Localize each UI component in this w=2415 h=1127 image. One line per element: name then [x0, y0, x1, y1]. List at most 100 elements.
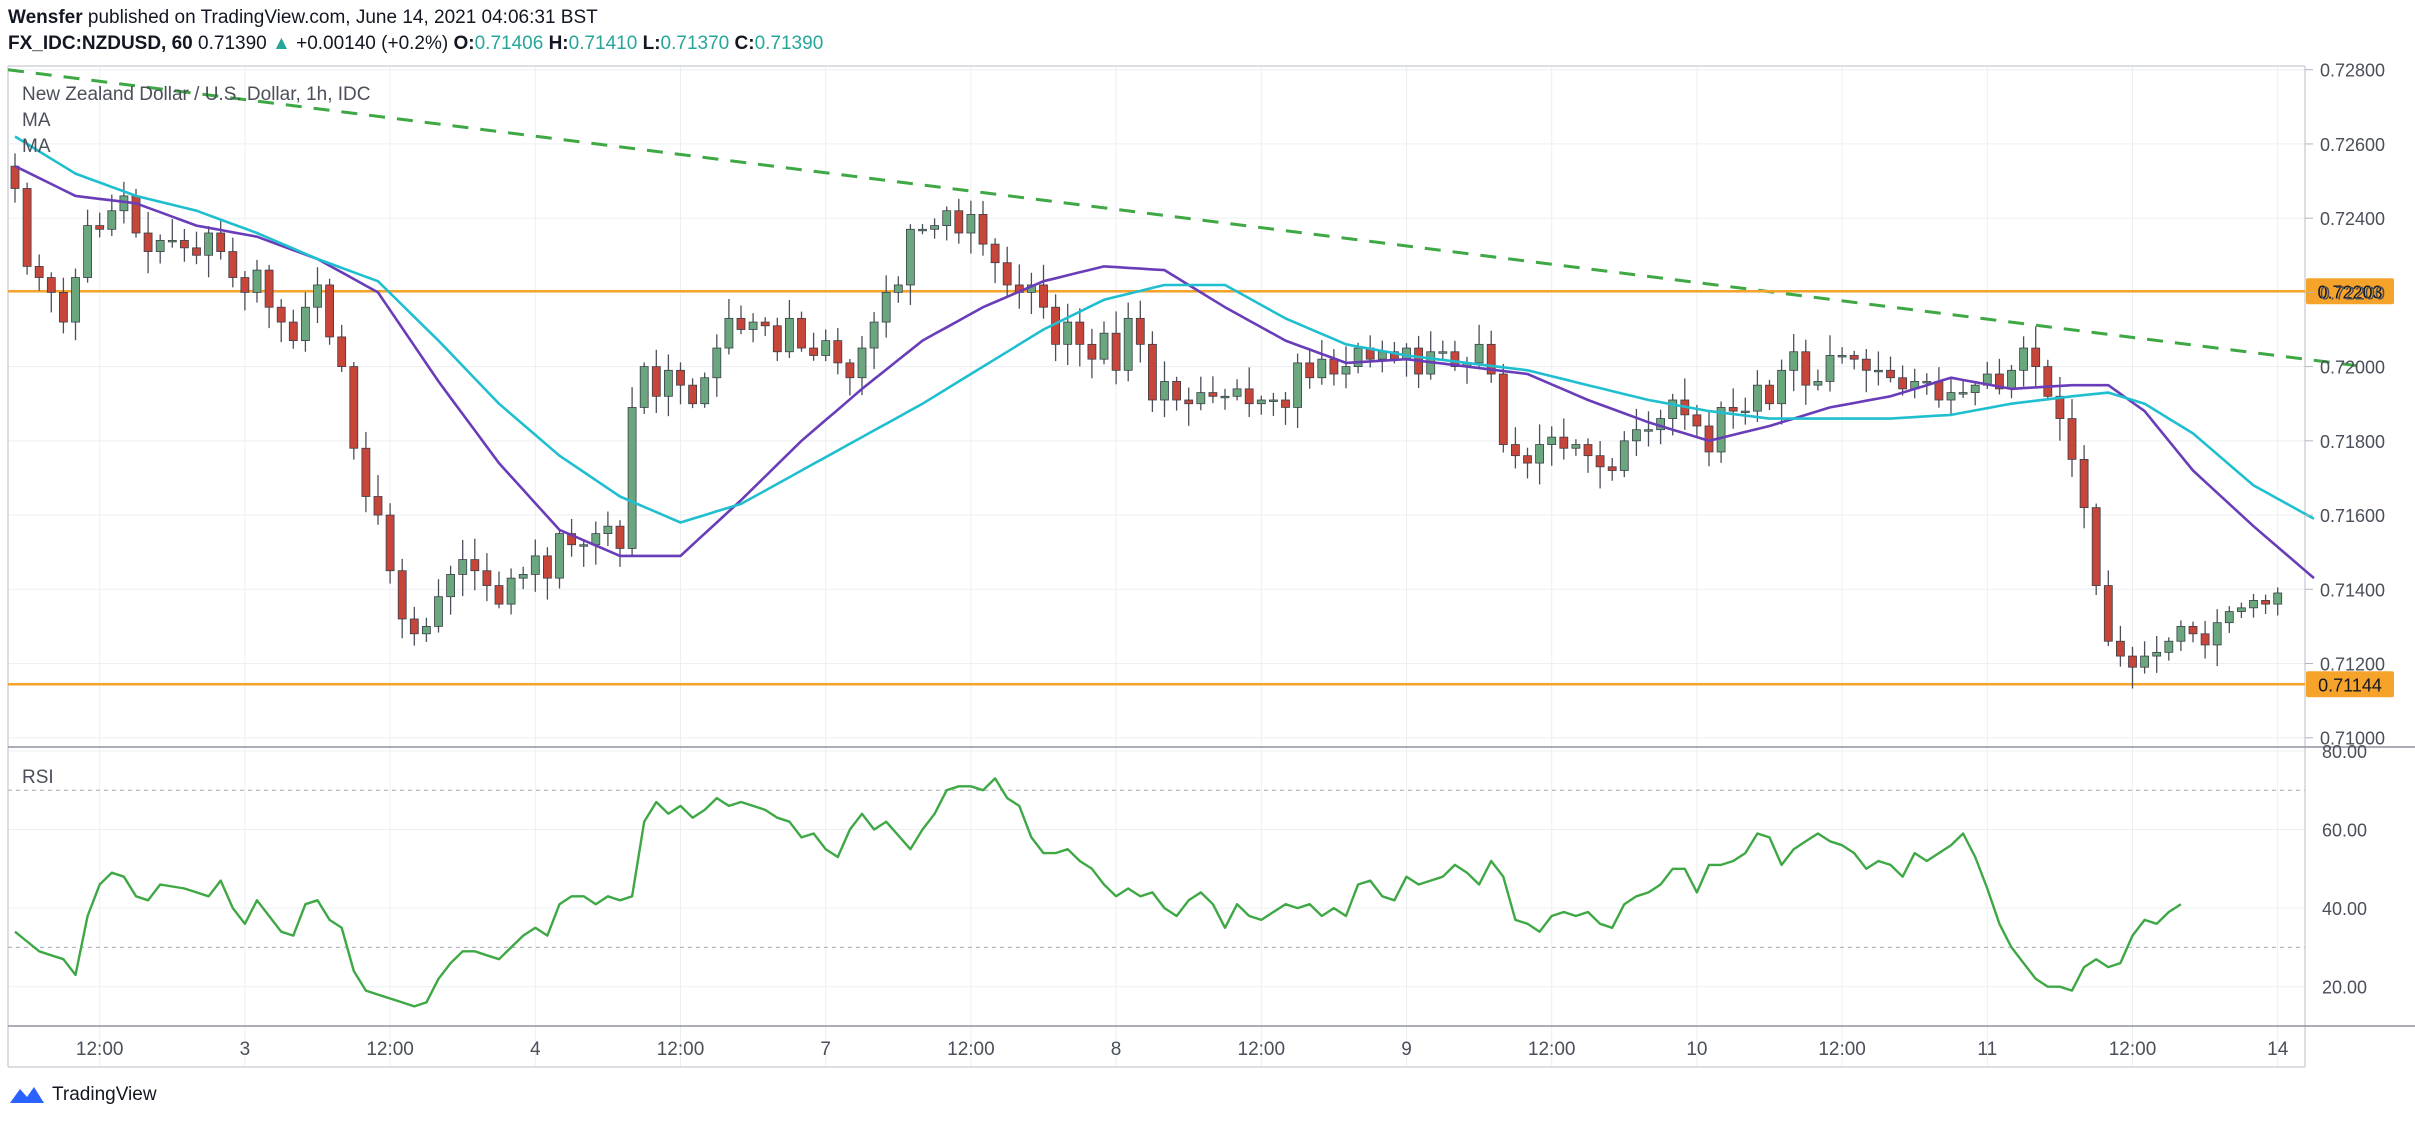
- legend-ma-slow[interactable]: MA: [22, 136, 51, 157]
- candle-body: [2236, 607, 2246, 612]
- candle-up: [603, 511, 613, 547]
- candle-body: [1135, 317, 1145, 345]
- candle-up: [1716, 401, 1726, 463]
- change-arrow-icon: ▲: [272, 33, 291, 54]
- candle-down: [1523, 447, 1532, 479]
- candle-body: [107, 210, 117, 230]
- candle-up: [1753, 370, 1762, 422]
- candle-body: [1571, 444, 1581, 449]
- candle-body: [2224, 611, 2234, 624]
- close-value: 0.71390: [754, 33, 824, 54]
- candles: [10, 153, 2283, 689]
- candle-up: [821, 329, 831, 362]
- candle-body: [1692, 414, 1702, 427]
- price-tick-label: 0.72800: [2320, 61, 2385, 81]
- candle-up: [1099, 321, 1109, 365]
- candle-down: [1075, 308, 1085, 367]
- candle-up: [1789, 334, 1799, 392]
- time-tick-label: 9: [1401, 1039, 1412, 1060]
- candle-up: [712, 334, 722, 397]
- candle-down: [1849, 350, 1859, 370]
- candle-up: [664, 354, 673, 417]
- candle-body: [1148, 343, 1157, 401]
- candle-up: [155, 234, 165, 264]
- candle-body: [893, 284, 903, 293]
- legend-ma-fast[interactable]: MA: [22, 110, 51, 131]
- symbol-label[interactable]: FX_IDC:NZDUSD, 60: [8, 33, 193, 54]
- time-tick-label: 12:00: [657, 1039, 705, 1060]
- trend-line-dashed[interactable]: [7, 68, 2365, 369]
- chart-grid: [8, 66, 2305, 1067]
- candle-body: [167, 240, 177, 243]
- candle-body: [651, 366, 661, 397]
- trend-line[interactable]: [7, 68, 2365, 369]
- candle-body: [1753, 384, 1762, 412]
- price-tick-label: 0.71200: [2320, 654, 2385, 674]
- candle-down: [1498, 363, 1508, 453]
- candle-down: [1898, 365, 1907, 396]
- candle-body: [1849, 355, 1859, 360]
- candle-body: [1607, 466, 1617, 471]
- candle-body: [1281, 399, 1290, 408]
- horizontal-levels[interactable]: 0.72203 0.71144: [8, 278, 2394, 698]
- candle-up: [1970, 381, 1980, 406]
- candle-down: [59, 277, 68, 334]
- moving-averages: [14, 135, 2315, 580]
- candle-body: [421, 625, 431, 635]
- candle-up: [2176, 620, 2186, 651]
- time-tick-label: 12:00: [2109, 1039, 2157, 1060]
- candle-up: [2140, 641, 2150, 674]
- candle-down: [2128, 646, 2137, 689]
- candle-body: [155, 240, 165, 252]
- candle-down: [676, 362, 685, 405]
- candle-body: [942, 210, 952, 226]
- candle-down: [1595, 441, 1605, 489]
- candle-up: [1474, 324, 1484, 368]
- candle-up: [167, 218, 177, 248]
- footer-brand[interactable]: TradingView: [8, 1083, 157, 1107]
- candle-up: [1063, 303, 1073, 366]
- time-axis[interactable]: 12:00 3 12:00 4 12:00 7 12:00 8 12:00 9 12:00 10 12:…: [76, 1039, 2289, 1060]
- candle-down: [1995, 358, 2004, 395]
- candle-body: [906, 228, 915, 286]
- tradingview-logo-icon: [10, 1087, 44, 1103]
- candle-body: [1740, 410, 1750, 414]
- candle-down: [143, 211, 153, 274]
- candle-up: [966, 200, 976, 254]
- candle-up: [700, 372, 710, 408]
- candle-body: [2249, 600, 2258, 609]
- candle-down: [1680, 378, 1690, 430]
- rsi-tick-label: 40.00: [2322, 899, 2367, 919]
- candle-body: [1861, 358, 1871, 371]
- candle-body: [1474, 343, 1484, 364]
- candle-body: [978, 214, 988, 245]
- candle-up: [446, 565, 456, 615]
- candle-body: [2031, 347, 2041, 368]
- candle-body: [59, 291, 68, 323]
- candle-down: [1184, 387, 1194, 426]
- last-price: 0.71390: [198, 33, 267, 54]
- candle-body: [2079, 458, 2089, 509]
- rsi-tick-label: 20.00: [2322, 978, 2367, 998]
- candle-up: [785, 299, 794, 359]
- candle-body: [1353, 347, 1363, 368]
- candle-down: [216, 221, 226, 260]
- candle-body: [71, 277, 80, 323]
- candle-up: [252, 259, 262, 303]
- candle-down: [228, 237, 238, 288]
- candle-down: [1172, 376, 1181, 411]
- candle-up: [1874, 351, 1883, 386]
- time-tick-label: 8: [1111, 1039, 1122, 1060]
- price-tick-label: 0.71000: [2320, 729, 2385, 749]
- time-tick-label: 14: [2267, 1039, 2289, 1060]
- candle-down: [1607, 457, 1617, 481]
- candle-down: [1728, 388, 1738, 429]
- price-axis[interactable]: 0.71000 0.71200 0.71400 0.71600 0.71800 0.720…: [2305, 61, 2385, 998]
- candle-body: [1184, 399, 1194, 405]
- candle-body: [567, 533, 576, 546]
- candle-down: [1559, 418, 1569, 460]
- open-label: O:: [453, 33, 475, 54]
- legend-rsi[interactable]: RSI: [22, 767, 54, 788]
- candle-body: [1511, 444, 1520, 457]
